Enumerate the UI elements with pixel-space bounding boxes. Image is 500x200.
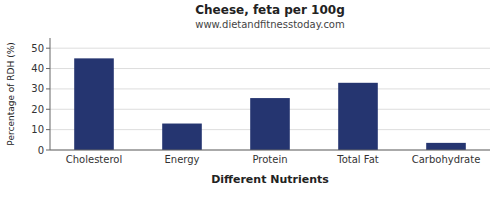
category-label: Cholesterol bbox=[66, 154, 122, 165]
category-label: Total Fat bbox=[336, 154, 378, 165]
bar bbox=[250, 98, 290, 150]
bar bbox=[426, 143, 466, 150]
x-axis-label: Different Nutrients bbox=[211, 173, 329, 186]
tick-mark bbox=[46, 48, 50, 49]
tick-label: 0 bbox=[38, 145, 44, 156]
grid-line bbox=[50, 48, 490, 49]
tick-mark bbox=[46, 129, 50, 130]
category-label: Protein bbox=[252, 154, 287, 165]
y-axis-label: Percentage of RDH (%) bbox=[6, 42, 16, 145]
y-axis bbox=[50, 38, 51, 150]
tick-label: 40 bbox=[31, 63, 44, 74]
title: Cheese, feta per 100g bbox=[195, 3, 344, 17]
grid-line bbox=[50, 68, 490, 69]
bar bbox=[162, 124, 202, 150]
tick-label: 20 bbox=[31, 104, 44, 115]
tick-mark bbox=[46, 109, 50, 110]
tick-label: 10 bbox=[31, 124, 44, 135]
category-label: Carbohydrate bbox=[412, 154, 481, 165]
x-axis bbox=[50, 150, 490, 151]
tick-mark bbox=[46, 68, 50, 69]
bar bbox=[74, 58, 114, 150]
category-label: Energy bbox=[164, 154, 199, 165]
grid-line bbox=[50, 88, 490, 89]
bars bbox=[74, 58, 466, 150]
grid-line bbox=[50, 150, 490, 151]
tick-label: 50 bbox=[31, 43, 44, 54]
tick-label: 30 bbox=[31, 83, 44, 94]
subtitle: www.dietandfitnesstoday.com bbox=[195, 19, 344, 30]
chart: 0 10 20 30 40 50 Cholesterol Energy Protein Total… bbox=[0, 0, 500, 200]
bar bbox=[338, 83, 378, 150]
grid bbox=[50, 48, 490, 150]
tick-mark bbox=[46, 150, 50, 151]
tick-mark bbox=[46, 88, 50, 89]
